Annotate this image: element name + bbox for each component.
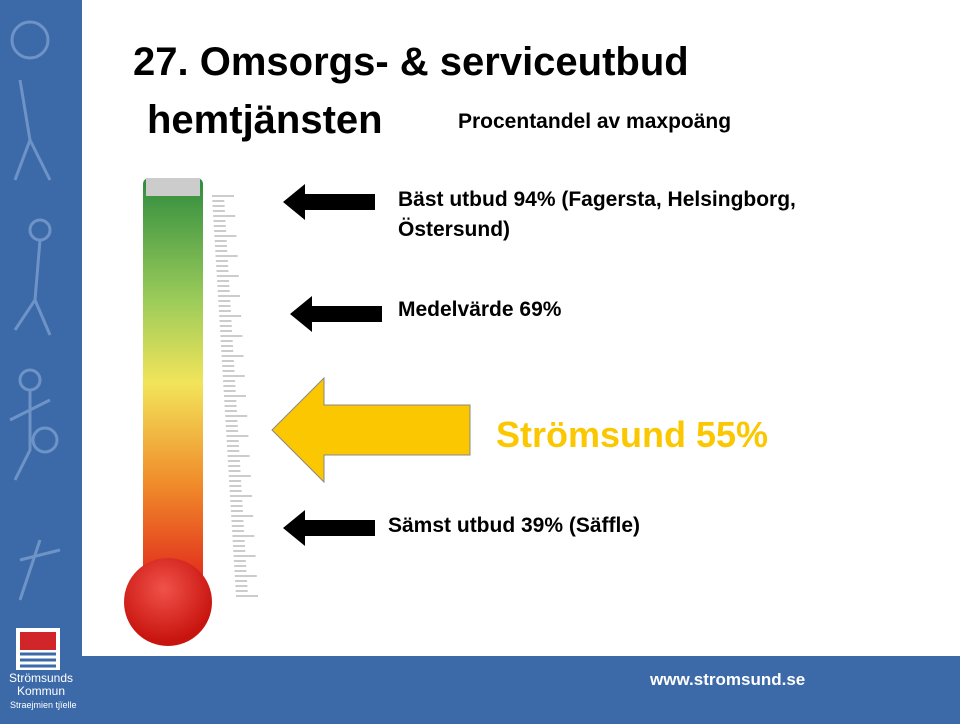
thermo-scale [212, 195, 258, 597]
logo-top [20, 632, 56, 650]
label-worst: Sämst utbud 39% (Säffle) [388, 514, 641, 537]
title: 27. Omsorgs- & serviceutbud [133, 40, 689, 84]
sidebar-figures [9, 20, 61, 601]
arrow-worst [283, 510, 375, 546]
label-average: Medelvärde 69% [398, 298, 562, 321]
thermo-bulb [124, 558, 212, 646]
label-best: Bäst utbud 94% (Fagersta, Helsingborg, [398, 188, 796, 211]
label-own: Strömsund 55% [496, 414, 769, 455]
arrow-own [271, 376, 471, 484]
logo-waves [20, 652, 56, 668]
logo-name: Strömsunds [8, 671, 74, 685]
note: Procentandel av maxpoäng [458, 110, 732, 133]
label-best: Östersund) [398, 218, 511, 241]
logo-text: Strömsunds Kommun [8, 672, 74, 698]
footer-bar [82, 656, 960, 724]
sidebar [0, 0, 82, 724]
subtitle: hemtjänsten [147, 98, 383, 142]
thermo-cap [146, 178, 200, 196]
url: www.stromsund.se [650, 670, 806, 689]
arrow-best [283, 184, 375, 220]
logo-sub: Straejmien tjïelle [10, 700, 77, 710]
logo-name: Kommun [16, 684, 66, 698]
arrow-average [290, 296, 382, 332]
thermo-tube [143, 178, 203, 588]
